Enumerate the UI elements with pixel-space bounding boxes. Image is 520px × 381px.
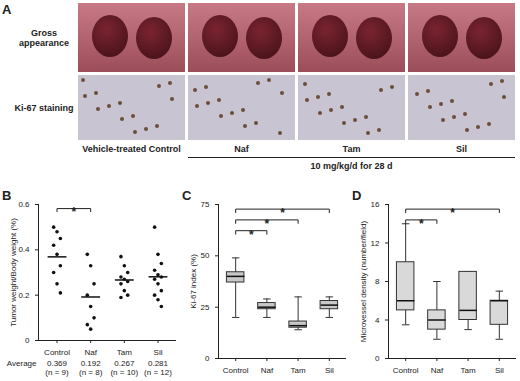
html-text:10 mg/kg/d for 28 d: 10 mg/kg/d for 28 d: [310, 161, 393, 171]
html-text:Naf: Naf: [234, 144, 249, 154]
svg-text:(n = 8): (n = 8): [79, 368, 103, 377]
svg-text:Tam: Tam: [291, 366, 306, 375]
svg-text:Tam: Tam: [117, 348, 132, 357]
svg-text:Average: Average: [7, 359, 37, 368]
html-text:Ki-67 staining: Ki-67 staining: [14, 102, 74, 113]
svg-text:(n = 12): (n = 12): [144, 368, 172, 377]
html-text:Sil: Sil: [456, 144, 467, 154]
svg-text:Naf: Naf: [84, 348, 97, 357]
svg-text:Microvessel density (number/fi: Microvessel density (number/field): [359, 220, 368, 342]
svg-text:0.4: 0.4: [18, 245, 30, 254]
svg-text:(n = 9): (n = 9): [45, 368, 69, 377]
svg-text:Naf: Naf: [261, 366, 274, 375]
svg-text:0: 0: [205, 354, 210, 363]
svg-text:Tumor weight/Body weight (%): Tumor weight/Body weight (%): [9, 218, 18, 327]
html-text:D: D: [352, 188, 362, 203]
svg-text:16: 16: [371, 200, 380, 209]
svg-text:8: 8: [375, 277, 380, 286]
html-text:B: B: [2, 188, 12, 203]
svg-text:Tam: Tam: [461, 366, 476, 375]
svg-text:Control: Control: [223, 366, 249, 375]
svg-text:0.6: 0.6: [18, 200, 30, 209]
html-text:Tam: Tam: [342, 144, 361, 154]
svg-text:Ki-67 index (%): Ki-67 index (%): [189, 254, 198, 309]
svg-text:75: 75: [201, 200, 210, 209]
svg-text:0.281: 0.281: [148, 359, 169, 368]
svg-text:*: *: [450, 206, 455, 220]
svg-text:*: *: [72, 205, 77, 219]
svg-text:*: *: [265, 217, 270, 231]
svg-text:Sil: Sil: [154, 348, 163, 357]
svg-text:(n = 10): (n = 10): [110, 368, 138, 377]
svg-text:25: 25: [201, 303, 210, 312]
svg-text:12: 12: [371, 239, 380, 248]
svg-text:Naf: Naf: [431, 366, 444, 375]
svg-text:0: 0: [375, 354, 380, 363]
svg-text:0: 0: [25, 336, 30, 345]
svg-text:*: *: [419, 217, 424, 231]
svg-text:0.192: 0.192: [81, 359, 102, 368]
svg-text:50: 50: [201, 251, 210, 260]
html-text:Vehicle-treated Control: Vehicle-treated Control: [82, 144, 181, 154]
svg-text:Control: Control: [44, 348, 70, 357]
svg-text:*: *: [280, 206, 285, 220]
svg-text:0.369: 0.369: [47, 359, 68, 368]
svg-text:Sil: Sil: [495, 366, 504, 375]
svg-text:0.267: 0.267: [114, 359, 135, 368]
svg-text:*: *: [249, 228, 254, 242]
svg-text:4: 4: [375, 316, 380, 325]
svg-text:Sil: Sil: [325, 366, 334, 375]
html-text:Gross appearance: Gross appearance: [19, 27, 69, 48]
html-text:C: C: [182, 188, 192, 203]
html-text:A: A: [2, 2, 12, 17]
svg-text:Control: Control: [393, 366, 419, 375]
svg-text:0.2: 0.2: [18, 291, 30, 300]
